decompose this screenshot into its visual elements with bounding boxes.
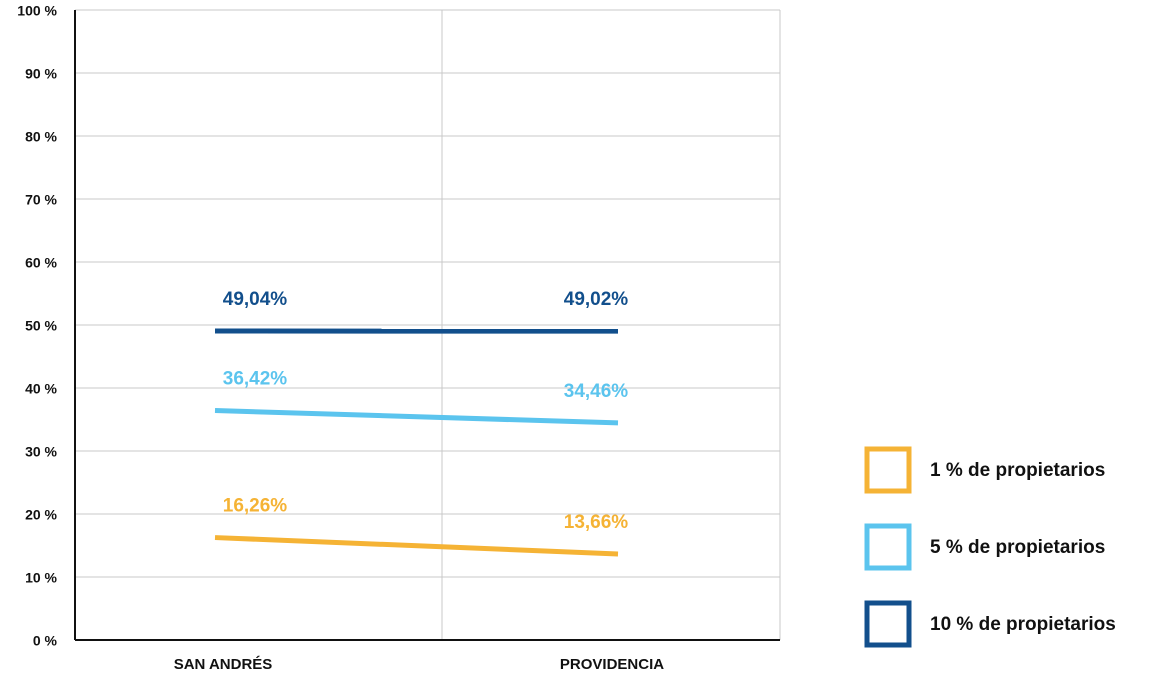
y-tick-label: 70 % — [25, 192, 57, 208]
y-tick-label: 80 % — [25, 129, 57, 145]
series-line — [214, 408, 619, 426]
y-tick-label: 20 % — [25, 507, 57, 523]
legend-swatch — [864, 600, 912, 648]
value-label: 13,66% — [564, 512, 629, 533]
y-tick-label: 40 % — [25, 381, 57, 397]
series-line — [214, 535, 619, 557]
legend-swatch — [864, 446, 912, 494]
value-label: 16,26% — [223, 496, 288, 517]
x-tick-label: SAN ANDRÉS — [174, 656, 273, 673]
legend-label: 5 % de propietarios — [930, 537, 1105, 558]
y-tick-label: 50 % — [25, 318, 57, 334]
y-tick-label: 10 % — [25, 570, 57, 586]
value-label: 49,04% — [223, 289, 288, 310]
y-tick-label: 90 % — [25, 66, 57, 82]
y-tick-label: 30 % — [25, 444, 57, 460]
y-tick-label: 60 % — [25, 255, 57, 271]
y-tick-label: 0 % — [33, 633, 58, 649]
value-label: 49,02% — [564, 289, 629, 310]
y-tick-label: 100 % — [17, 3, 57, 19]
value-label: 34,46% — [564, 381, 629, 402]
legend-label: 1 % de propietarios — [930, 460, 1105, 481]
legend-swatch — [864, 523, 912, 571]
x-tick-label: PROVIDENCIA — [560, 656, 664, 673]
value-label: 36,42% — [223, 369, 288, 390]
legend-label: 10 % de propietarios — [930, 614, 1116, 635]
